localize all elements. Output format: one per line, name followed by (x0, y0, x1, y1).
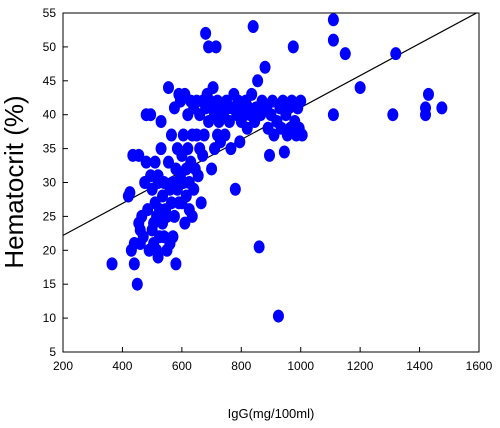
scatter-point (106, 257, 118, 271)
x-tick-label: 1400 (406, 359, 433, 373)
scatter-point (390, 47, 402, 61)
scatter-point (140, 155, 152, 169)
scatter-point (234, 135, 246, 149)
scatter-point (149, 155, 161, 169)
scatter-point (124, 186, 136, 200)
scatter-point (152, 250, 164, 264)
x-axis-label: IgG(mg/100ml) (228, 406, 315, 421)
scatter-point (219, 128, 231, 142)
scatter-point (195, 196, 207, 210)
y-tick-label: 40 (43, 108, 57, 122)
scatter-point (162, 81, 174, 95)
scatter-point (420, 108, 432, 122)
x-tick-label: 400 (112, 359, 132, 373)
scatter-point (157, 189, 169, 203)
x-tick-label: 1000 (287, 359, 314, 373)
x-tick-label: 1600 (466, 359, 493, 373)
scatter-point (155, 114, 167, 128)
scatter-point (165, 128, 177, 142)
scatter-point (133, 148, 145, 162)
scatter-point (155, 142, 167, 156)
y-tick-label: 25 (43, 209, 57, 223)
scatter-point (266, 94, 278, 108)
scatter-point (354, 81, 366, 95)
scatter-point (210, 40, 222, 54)
scatter-point (180, 189, 192, 203)
scatter-point (278, 145, 290, 159)
scatter-point (145, 108, 157, 122)
y-tick-label: 45 (43, 74, 57, 88)
scatter-point (252, 74, 264, 88)
data-points (106, 13, 448, 323)
x-tick-label: 1200 (347, 359, 374, 373)
y-tick-label: 55 (43, 6, 57, 20)
scatter-point (186, 209, 198, 223)
scatter-point (259, 60, 271, 74)
scatter-point (272, 309, 284, 323)
y-tick-label: 20 (43, 243, 57, 257)
y-axis-label: Hematocrit (%) (0, 95, 29, 268)
scatter-point (225, 142, 237, 156)
scatter-point (188, 182, 200, 196)
y-axis: 5 10 15 20 25 30 35 40 45 50 55 (43, 6, 68, 359)
y-tick-label: 35 (43, 142, 57, 156)
scatter-point (247, 20, 259, 34)
scatter-point (198, 128, 210, 142)
scatter-point (296, 128, 308, 142)
scatter-point (168, 209, 180, 223)
x-tick-label: 600 (172, 359, 192, 373)
scatter-point (197, 148, 209, 162)
scatter-point (137, 230, 149, 244)
scatter-point (162, 155, 174, 169)
scatter-point (128, 257, 140, 271)
scatter-point (206, 162, 218, 176)
scatter-point (327, 13, 339, 27)
scatter-point (327, 33, 339, 47)
scatter-point (241, 121, 253, 135)
y-tick-label: 30 (43, 176, 57, 190)
scatter-point (436, 101, 448, 115)
scatter-point (422, 87, 434, 101)
plot-frame (62, 12, 480, 353)
scatter-point (207, 81, 219, 95)
scatter-point (339, 47, 351, 61)
scatter-point (131, 277, 143, 291)
scatter-point (142, 203, 154, 217)
x-axis: 200 400 600 800 1000 1200 1400 1600 (53, 347, 493, 373)
y-tick-label: 10 (43, 311, 57, 325)
scatter-point (170, 257, 182, 271)
scatter-point (182, 142, 194, 156)
scatter-point (246, 87, 258, 101)
scatter-point (253, 240, 265, 254)
scatter-point (167, 230, 179, 244)
scatter-point (295, 94, 307, 108)
scatter-point (192, 169, 204, 183)
scatter-point (264, 148, 276, 162)
y-tick-label: 5 (49, 345, 56, 359)
x-tick-label: 800 (231, 359, 251, 373)
scatter-point (177, 128, 189, 142)
scatter-point (200, 26, 212, 40)
scatter-point (179, 216, 191, 230)
y-tick-label: 50 (43, 40, 57, 54)
scatter-point (287, 40, 299, 54)
scatter-point (223, 114, 235, 128)
scatter-point (327, 108, 339, 122)
y-tick-label: 15 (43, 277, 57, 291)
scatter-point (268, 128, 280, 142)
scatter-point (387, 108, 399, 122)
scatter-point (229, 182, 241, 196)
x-tick-label: 200 (53, 359, 73, 373)
